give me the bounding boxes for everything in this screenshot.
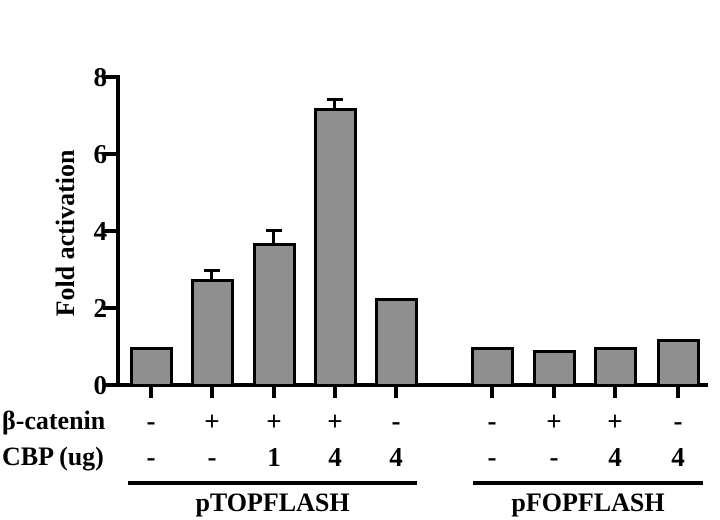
y-axis-tick bbox=[103, 152, 117, 156]
bar bbox=[656, 338, 700, 387]
bar bbox=[313, 107, 357, 387]
x-axis-tick bbox=[613, 387, 617, 398]
condition-cbp-value: - bbox=[207, 442, 217, 472]
y-axis-line bbox=[116, 75, 120, 387]
y-axis-tick-label: 2 bbox=[93, 293, 108, 323]
error-bar-stem bbox=[210, 271, 213, 280]
group-label: pTOPFLASH bbox=[195, 488, 350, 517]
y-axis-tick bbox=[103, 306, 117, 310]
group-label: pFOPFLASH bbox=[511, 488, 665, 517]
y-axis-tick bbox=[103, 229, 117, 233]
x-axis-tick bbox=[333, 387, 337, 398]
error-bar-stem bbox=[272, 231, 275, 243]
x-axis-tick bbox=[149, 387, 153, 398]
bar bbox=[252, 242, 296, 387]
error-bar-stem bbox=[333, 100, 336, 108]
condition-cbp-value: - bbox=[487, 442, 497, 472]
x-axis-tick bbox=[676, 387, 680, 398]
bar bbox=[190, 279, 234, 387]
x-axis-tick bbox=[552, 387, 556, 398]
x-axis-tick bbox=[394, 387, 398, 398]
condition-cbp-value: 4 bbox=[608, 442, 622, 472]
y-axis-tick-label: 4 bbox=[93, 216, 108, 246]
bar bbox=[374, 298, 418, 387]
x-axis-tick bbox=[272, 387, 276, 398]
condition-beta-catenin-value: - bbox=[673, 406, 683, 436]
condition-cbp-value: 4 bbox=[671, 442, 685, 472]
row-label-cbp: CBP (ug) bbox=[2, 442, 104, 471]
condition-cbp-value: - bbox=[146, 442, 156, 472]
x-axis-tick bbox=[210, 387, 214, 398]
error-bar-cap bbox=[327, 98, 343, 102]
y-axis-tick bbox=[103, 383, 117, 387]
error-bar-cap bbox=[204, 269, 220, 273]
bar bbox=[593, 346, 637, 387]
y-axis-tick-label: 6 bbox=[93, 139, 108, 169]
y-axis-tick bbox=[103, 75, 117, 79]
error-bar-cap bbox=[266, 229, 282, 232]
group-underline bbox=[128, 481, 417, 485]
x-axis-tick bbox=[490, 387, 494, 398]
condition-beta-catenin-value: + bbox=[607, 406, 623, 436]
condition-beta-catenin-value: - bbox=[487, 406, 497, 436]
condition-beta-catenin-value: - bbox=[391, 406, 401, 436]
condition-beta-catenin-value: + bbox=[204, 406, 220, 436]
row-label-beta-catenin: β-catenin bbox=[2, 406, 106, 435]
bar bbox=[129, 346, 173, 387]
condition-cbp-value: - bbox=[549, 442, 559, 472]
condition-beta-catenin-value: + bbox=[266, 406, 282, 436]
condition-cbp-value: 4 bbox=[389, 442, 403, 472]
bar bbox=[532, 350, 576, 387]
y-axis-tick-label: 0 bbox=[93, 370, 108, 400]
y-axis-tick-label: 8 bbox=[93, 62, 108, 92]
group-underline bbox=[473, 481, 703, 485]
condition-beta-catenin-value: + bbox=[546, 406, 562, 436]
condition-beta-catenin-value: - bbox=[146, 406, 156, 436]
condition-beta-catenin-value: + bbox=[327, 406, 343, 436]
condition-cbp-value: 1 bbox=[267, 442, 281, 472]
bar bbox=[470, 346, 514, 387]
condition-cbp-value: 4 bbox=[328, 442, 342, 472]
